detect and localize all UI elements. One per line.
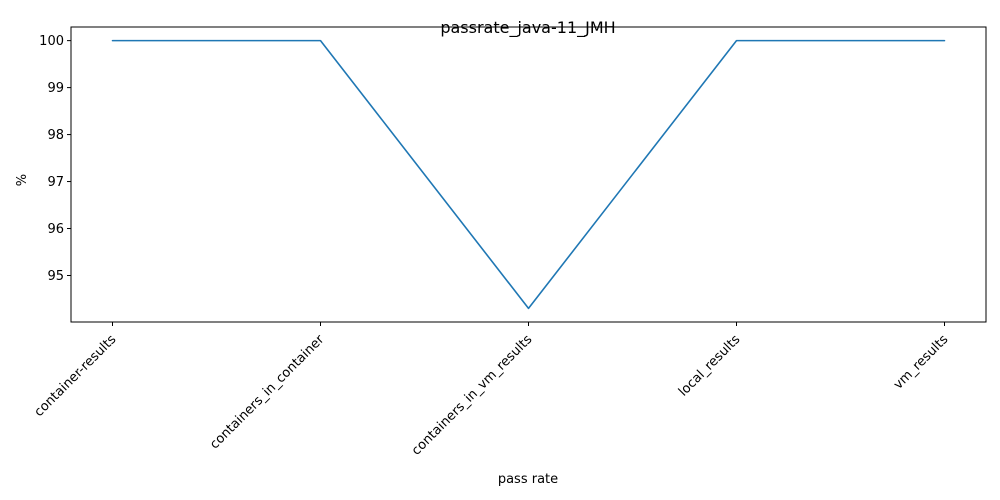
y-tick-label: 98 (47, 128, 64, 143)
series-line (111, 39, 946, 310)
x-tick-label: container-results (32, 332, 120, 420)
x-tick-label: vm_results (891, 332, 952, 393)
y-axis: 95 96 97 98 99 100 (39, 34, 71, 284)
x-tick-label: containers_in_container (207, 332, 328, 453)
chart-title: passrate_java-11_JMH (440, 18, 615, 38)
y-axis-label: % (15, 174, 30, 186)
x-axis: container-results containers_in_container… (32, 322, 952, 459)
y-tick-label: 96 (47, 222, 64, 237)
series-layer (111, 39, 946, 310)
x-axis-label: pass rate (498, 472, 558, 487)
x-tick-label: containers_in_vm_results (409, 332, 535, 458)
plot-frame (70, 26, 987, 323)
x-tick-label: local_results (676, 332, 744, 400)
y-tick-label: 95 (47, 269, 64, 284)
y-tick-label: 97 (47, 175, 64, 190)
y-tick-label: 100 (39, 34, 64, 49)
y-tick-label: 99 (47, 81, 64, 96)
